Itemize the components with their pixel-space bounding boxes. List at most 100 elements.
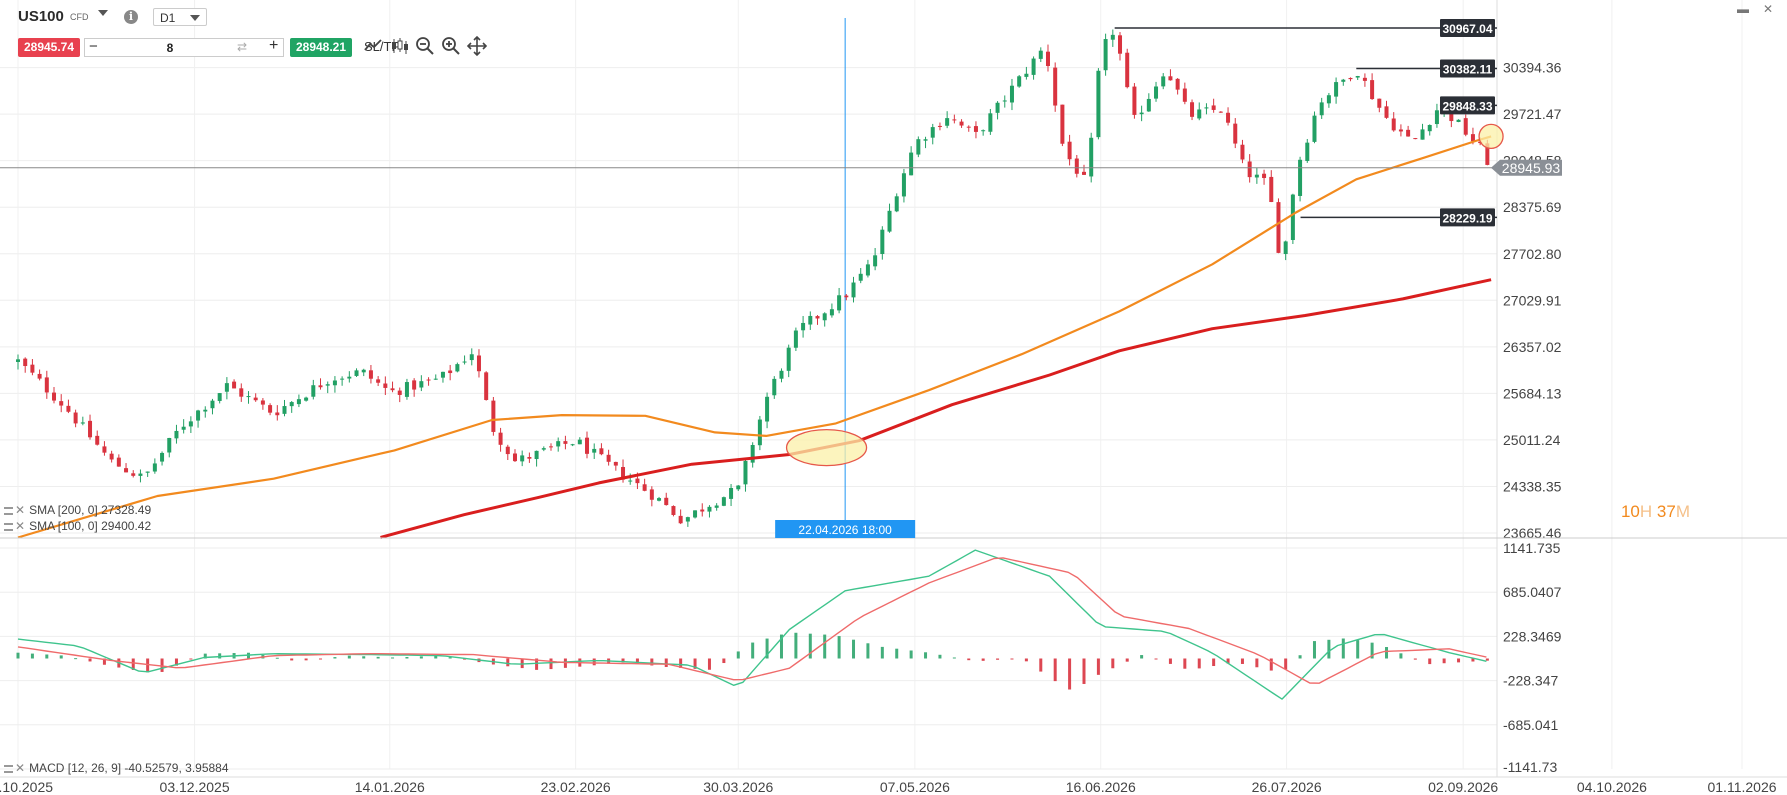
candle-body — [1204, 107, 1209, 109]
candle-47 — [354, 368, 359, 377]
macd-bar-100 — [1457, 658, 1461, 663]
legend-sma200[interactable]: ✕ SMA [200, 0] 27328.49 — [4, 503, 151, 517]
candle-body — [757, 419, 762, 446]
candle-117 — [858, 268, 863, 284]
candle-body — [822, 313, 827, 321]
macd-bar-70 — [1024, 658, 1028, 662]
macd-bar-45 — [664, 658, 668, 667]
candle-194 — [1413, 137, 1418, 140]
candle-body — [1233, 123, 1238, 144]
settings-list-icon[interactable] — [4, 506, 13, 515]
minimize-icon[interactable]: ▬ — [1737, 2, 1749, 16]
info-icon[interactable]: i — [124, 10, 138, 24]
candle-body — [232, 381, 237, 389]
candle-body — [1168, 76, 1173, 81]
zoom-in-icon[interactable] — [440, 35, 462, 57]
remove-indicator-icon[interactable]: ✕ — [15, 503, 26, 517]
increase-quantity-button[interactable]: + — [269, 37, 279, 54]
sell-button[interactable]: 28945.74 — [18, 38, 80, 57]
candle-122 — [894, 193, 899, 213]
macd-bar-71 — [1039, 658, 1043, 672]
candle-body — [52, 392, 57, 401]
candle-79 — [585, 431, 590, 459]
candle-body — [1132, 86, 1137, 115]
candle-107 — [786, 344, 791, 378]
candle-8 — [73, 409, 78, 428]
candle-body — [1290, 194, 1295, 240]
quantity-input[interactable] — [115, 40, 225, 55]
candle-body — [736, 485, 741, 490]
remove-indicator-icon[interactable]: ✕ — [15, 761, 26, 775]
macd-bar-96 — [1399, 653, 1403, 659]
date-tick-2: 14.01.2026 — [355, 779, 425, 795]
candle-103 — [757, 415, 762, 451]
candles-icon[interactable] — [388, 35, 410, 57]
buy-button[interactable]: 28948.21 — [290, 38, 352, 57]
candle-body — [1081, 171, 1086, 175]
date-axis[interactable]: 26.10.2025 03.12.2025 14.01.2026 23.02.2026… — [0, 776, 1787, 795]
candle-body — [1226, 112, 1231, 123]
macd-bar-8 — [131, 658, 135, 670]
candle-108 — [793, 327, 798, 352]
candle-51 — [383, 376, 388, 396]
candle-body — [729, 487, 734, 499]
candle-3 — [37, 369, 42, 381]
candle-139 — [1017, 75, 1022, 88]
close-icon[interactable]: ✕ — [1762, 2, 1773, 16]
candle-28 — [217, 393, 222, 404]
candle-170 — [1240, 139, 1245, 164]
settings-list-icon[interactable] — [4, 764, 13, 773]
candle-body — [1326, 95, 1331, 104]
macd-bar-46 — [679, 658, 683, 668]
macd-bar-42 — [621, 658, 625, 663]
candle-142 — [1038, 47, 1043, 63]
candle-166 — [1211, 98, 1216, 113]
quantity-stepper[interactable]: − ⇄ + — [84, 37, 284, 57]
candle-body — [361, 369, 366, 373]
macd-tick-5: -1141.73 — [1503, 759, 1557, 775]
candle-body — [30, 364, 35, 373]
candle-114 — [837, 287, 842, 314]
swap-icon[interactable]: ⇄ — [237, 40, 248, 54]
candle-body — [714, 505, 719, 508]
candle-101 — [743, 458, 748, 492]
symbol-dropdown-caret-icon[interactable] — [98, 10, 108, 16]
macd-bar-14 — [218, 653, 222, 659]
macd-bar-29 — [434, 655, 438, 659]
candle-106 — [779, 368, 784, 383]
candle-178 — [1298, 156, 1303, 202]
line-chart-icon[interactable] — [362, 35, 384, 57]
price-tick-8: 25011.24 — [1503, 432, 1561, 448]
macd-bar-94 — [1370, 642, 1374, 659]
macd-bar-101 — [1471, 658, 1475, 662]
candle-66 — [491, 396, 496, 436]
level-label-box-3 — [1440, 208, 1495, 227]
candle-body — [1024, 73, 1029, 77]
candle-body — [1355, 76, 1360, 78]
candle-body — [1240, 144, 1245, 160]
legend-sma100[interactable]: ✕ SMA [100, 0] 29400.42 — [4, 519, 151, 533]
macd-bar-98 — [1428, 658, 1432, 665]
candle-82 — [606, 449, 611, 466]
candle-body — [88, 420, 93, 438]
candle-body — [700, 509, 705, 512]
legend-macd[interactable]: ✕ MACD [12, 26, 9] -40.52579, 3.95884 — [4, 761, 229, 775]
decrease-quantity-button[interactable]: − — [89, 38, 98, 55]
candle-body — [635, 478, 640, 484]
zoom-out-icon[interactable] — [414, 35, 436, 57]
candle-body — [606, 454, 611, 462]
sltp-button[interactable]: SL/TP — [364, 39, 401, 54]
remove-indicator-icon[interactable]: ✕ — [15, 519, 26, 533]
price-axis[interactable]: 30394.3629721.4729048.5828375.6927702.80… — [1503, 60, 1562, 541]
settings-list-icon[interactable] — [4, 522, 13, 531]
candle-188 — [1370, 73, 1375, 100]
symbol-name[interactable]: US100 — [18, 8, 64, 25]
candle-body — [901, 173, 906, 197]
timeframe-select[interactable]: D1 — [153, 8, 207, 26]
macd-axis[interactable]: 1141.735 685.0407 228.3469 -228.347 -685.041… — [1503, 540, 1562, 775]
level-label-1: 30382.11 — [1443, 62, 1493, 76]
candle-body — [23, 358, 28, 367]
candle-body — [808, 315, 813, 325]
move-icon[interactable] — [466, 35, 488, 57]
